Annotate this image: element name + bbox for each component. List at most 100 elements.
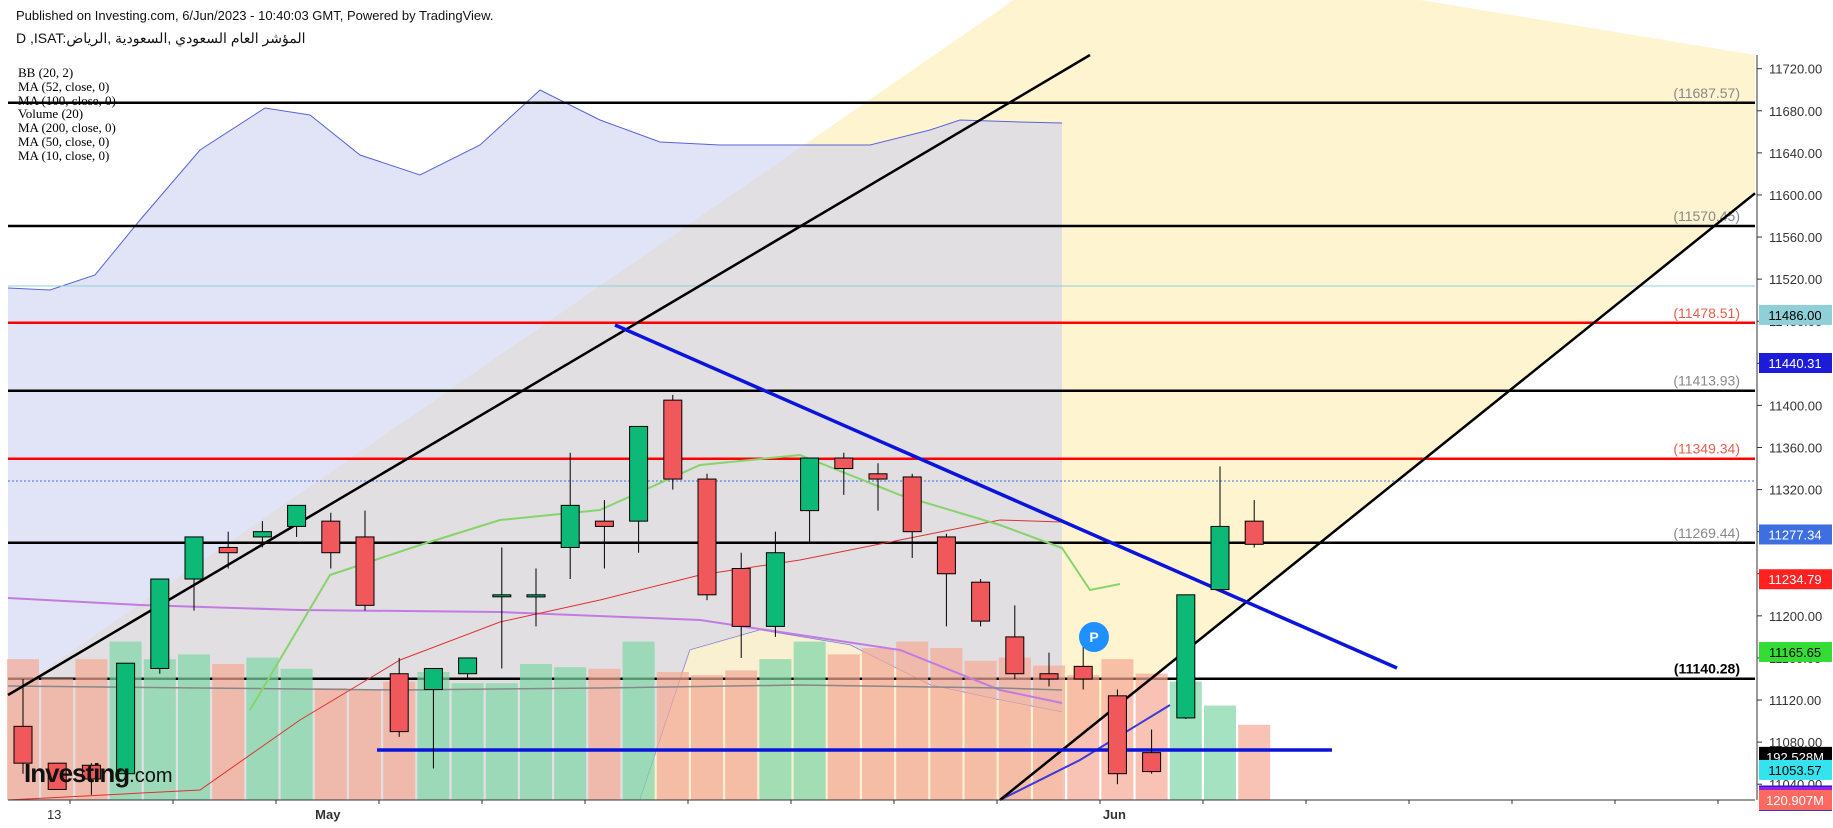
price-tag-label: 11486.00 xyxy=(1768,308,1821,323)
price-tick-label: 11400.00 xyxy=(1769,398,1822,413)
indicator-ma50[interactable]: MA (50, close, 0) xyxy=(18,133,110,149)
candle-body xyxy=(116,662,136,775)
time-label: 13 xyxy=(47,807,61,822)
candle-body xyxy=(526,594,546,598)
candle-body xyxy=(1005,636,1025,675)
volume-bar xyxy=(451,683,484,800)
candle-body xyxy=(1107,695,1127,775)
candle-body xyxy=(868,473,888,480)
volume-bar xyxy=(143,659,176,800)
volume-bar xyxy=(588,668,621,800)
volume-bar xyxy=(827,654,860,800)
candle-body xyxy=(81,764,101,780)
volume-bar xyxy=(793,641,826,800)
volume-bar xyxy=(964,660,997,800)
volume-bar xyxy=(554,667,587,800)
price-tag-label: 11053.57 xyxy=(1768,763,1821,778)
volume-bar xyxy=(178,654,210,800)
channel-upper-line xyxy=(7,53,1091,697)
bollinger-fill xyxy=(8,90,1062,800)
level-label: (11269.44) xyxy=(1673,525,1740,541)
price-tick-label: 11080.00 xyxy=(1769,735,1822,750)
price-tag xyxy=(1759,304,1832,325)
candle-body xyxy=(150,578,170,669)
price-tag xyxy=(1759,569,1832,590)
candle-body xyxy=(971,581,991,622)
volume-bar xyxy=(1033,665,1065,800)
volume-bar xyxy=(998,657,1031,800)
volume-bar xyxy=(349,689,381,800)
ma-52-line xyxy=(7,684,1063,691)
publish-info: Published on Investing.com, 6/Jun/2023 -… xyxy=(16,8,494,23)
volume-bar xyxy=(1067,675,1100,800)
candle-body xyxy=(355,536,375,606)
price-tick-label: 11720.00 xyxy=(1769,62,1822,77)
level-label: (11687.57) xyxy=(1673,85,1740,101)
candle-body xyxy=(287,504,307,527)
volume-bar xyxy=(656,672,689,800)
volume-bar xyxy=(896,641,929,800)
level-label: (11140.28) xyxy=(1674,661,1740,677)
volume-bar xyxy=(314,688,347,800)
candle-body xyxy=(936,536,956,575)
price-tag xyxy=(1759,641,1832,662)
volume-bar xyxy=(930,648,963,800)
investing-logo: Investing.com xyxy=(24,758,173,788)
candle-body xyxy=(389,673,409,733)
volume-bar xyxy=(246,657,279,800)
indicator-list: BB (20, 2) MA (52, close, 0) MA (100, cl… xyxy=(18,66,116,163)
volume-bar xyxy=(1238,724,1271,800)
level-label: (11478.51) xyxy=(1673,305,1740,321)
candle-body xyxy=(1039,673,1059,680)
candle-body xyxy=(1176,594,1196,719)
candle-body xyxy=(560,504,580,548)
candle-body xyxy=(1073,665,1093,680)
indicator-ma52[interactable]: MA (52, close, 0) xyxy=(18,78,110,94)
level-label: (11570.45) xyxy=(1673,208,1740,224)
price-tag-label: 11277.34 xyxy=(1768,527,1821,542)
candle-body xyxy=(1210,525,1230,591)
candle-body xyxy=(252,531,272,538)
price-tag-label: 11440.31 xyxy=(1768,356,1821,371)
candle-body xyxy=(47,762,67,790)
candle-body xyxy=(1142,752,1162,773)
volume-bar xyxy=(212,664,245,800)
price-tag xyxy=(1759,524,1832,545)
candle-body xyxy=(697,478,717,596)
bollinger-upper xyxy=(7,89,1063,291)
price-tick-label: 11200.00 xyxy=(1769,609,1822,624)
indicator-ma10[interactable]: MA (10, close, 0) xyxy=(18,147,110,163)
volume-bar xyxy=(1204,705,1236,800)
pivot-marker-label: P xyxy=(1089,629,1098,645)
ma-10-line xyxy=(249,453,1121,711)
price-tick-label: 11680.00 xyxy=(1769,104,1822,119)
candle-body xyxy=(321,520,341,554)
indicator-bb[interactable]: BB (20, 2) xyxy=(18,65,74,80)
price-tag-label: 120.907M xyxy=(1766,793,1824,808)
time-label: May xyxy=(315,807,341,822)
volume-bar xyxy=(759,659,792,800)
candle-body xyxy=(218,546,238,554)
price-tag-label: 11234.79 xyxy=(1768,572,1821,587)
ma-200-line xyxy=(999,704,1171,801)
price-tag-label: 11165.65 xyxy=(1769,645,1821,660)
volume-bar xyxy=(622,641,655,800)
price-tick-label: 11360.00 xyxy=(1769,440,1822,455)
indicator-volume[interactable]: Volume (20) xyxy=(18,106,84,122)
indicator-ma200[interactable]: MA (200, close, 0) xyxy=(18,120,116,136)
price-tick-label: 11640.00 xyxy=(1769,146,1822,161)
candle-body xyxy=(834,457,854,470)
candle-body xyxy=(492,594,512,598)
candle-body xyxy=(731,568,751,627)
volume-bar xyxy=(862,648,894,800)
candle-body xyxy=(458,657,478,675)
candle-body xyxy=(13,725,33,764)
candle-body xyxy=(765,552,785,627)
volume-bar xyxy=(485,683,518,800)
price-tick-label: 11320.00 xyxy=(1769,483,1822,498)
level-label: (11349.34) xyxy=(1673,441,1740,457)
candle-body xyxy=(423,667,443,691)
volume-bar xyxy=(691,675,723,800)
price-tick-label: 11120.00 xyxy=(1769,693,1821,708)
